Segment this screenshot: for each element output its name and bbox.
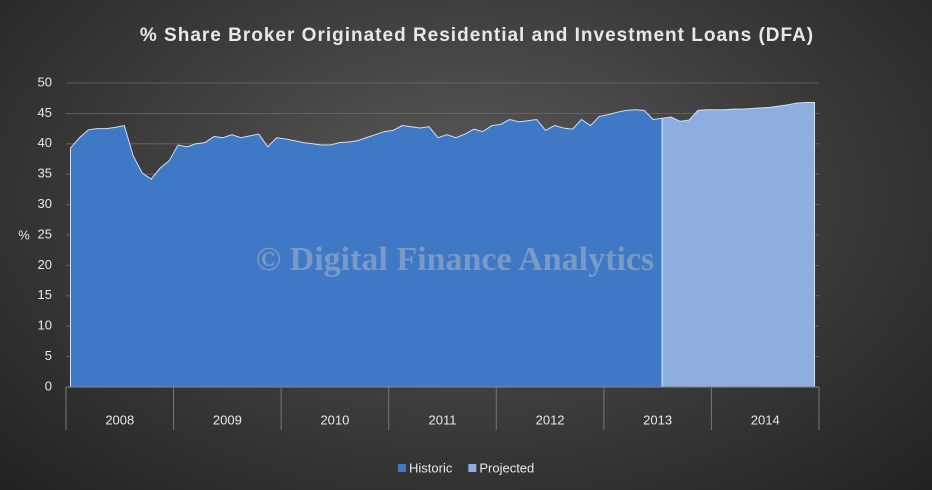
x-tick-label: 2010 <box>320 412 349 427</box>
y-tick-label: 15 <box>38 287 52 302</box>
y-tick-label: 35 <box>38 166 52 181</box>
y-tick-label: 10 <box>38 318 52 333</box>
y-tick-label: 5 <box>45 348 52 363</box>
x-tick-label: 2009 <box>213 412 242 427</box>
area <box>69 109 663 388</box>
x-tick-label: 2012 <box>536 412 565 427</box>
legend-swatch <box>398 464 406 472</box>
x-tick-label: 2008 <box>105 412 134 427</box>
watermark: © Digital Finance Analytics <box>256 241 654 278</box>
y-axis-label: % <box>18 227 30 242</box>
y-tick-label: 40 <box>38 135 52 150</box>
x-tick-label: 2013 <box>643 412 672 427</box>
legend-label: Projected <box>479 460 534 475</box>
y-tick-label: 30 <box>38 196 52 211</box>
area <box>661 101 816 388</box>
y-tick-label: 45 <box>38 105 52 120</box>
legend-label: Historic <box>409 460 453 475</box>
x-tick-label: 2014 <box>751 412 780 427</box>
x-tick-label: 2011 <box>429 412 457 427</box>
y-tick-label: 50 <box>38 74 52 89</box>
legend-swatch <box>468 464 477 472</box>
y-tick-label: 25 <box>38 226 52 241</box>
y-tick-label: 20 <box>38 257 52 272</box>
y-tick-label: 0 <box>45 378 52 393</box>
chart-title: % Share Broker Originated Residential an… <box>140 25 814 46</box>
